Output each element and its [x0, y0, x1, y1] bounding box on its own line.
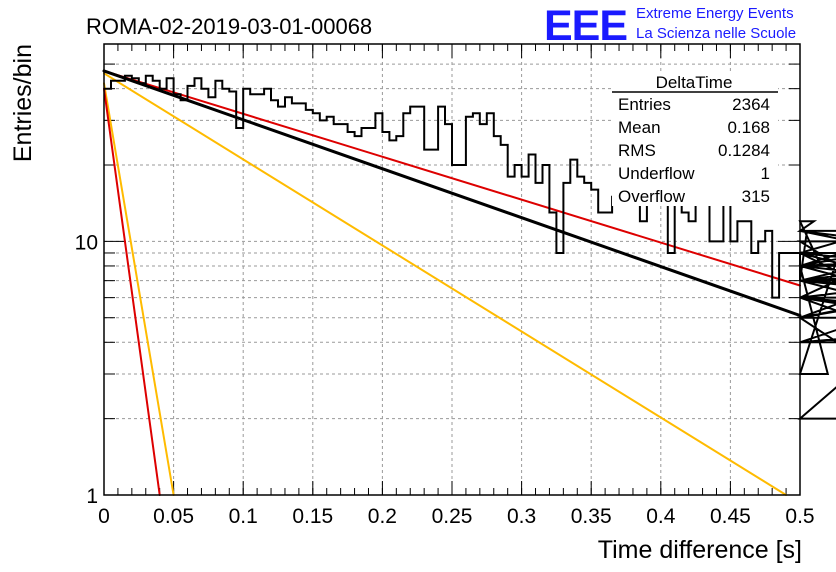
stats-label: RMS: [618, 141, 656, 160]
x-tick-label: 0: [98, 505, 110, 528]
x-tick-label: 0.15: [292, 505, 333, 528]
y-tick-labels: 1 10: [75, 231, 98, 508]
stats-value: 0.1284: [718, 141, 770, 160]
stats-box-bg: [612, 72, 778, 206]
logo-subtitle-1: Extreme Energy Events: [636, 5, 794, 22]
grid-lines: [104, 43, 800, 495]
x-tick-label: 0.5: [785, 505, 814, 528]
x-tick-label: 0.25: [432, 505, 473, 528]
y-tick-label: 1: [86, 485, 98, 508]
stats-label: Mean: [618, 118, 661, 137]
fit-curve: [102, 69, 802, 317]
x-tick-label: 0.3: [507, 505, 536, 528]
plot-frame: [103, 43, 801, 496]
logo-subtitle-2: La Scienza nelle Scuole: [636, 25, 796, 42]
run-title: ROMA-02-2019-03-01-00068: [86, 14, 372, 39]
x-tick-label: 0.2: [368, 505, 397, 528]
fit-curve: [103, 69, 801, 287]
stats-value: 0.168: [727, 118, 770, 137]
x-tick-label: 0.05: [153, 505, 194, 528]
x-tick-label: 0.1: [229, 505, 258, 528]
x-tick-label: 0.4: [646, 505, 676, 528]
y-axis-label: Entries/bin: [9, 44, 37, 162]
y-tick-label: 10: [75, 231, 98, 254]
stats-label: Entries: [618, 95, 671, 114]
stats-rows: Entries 2364 Mean 0.168 RMS 0.1284 Underflow 1 O…: [618, 95, 770, 206]
stats-label: Overflow: [618, 187, 686, 206]
eee-logo-text: EEE: [544, 2, 627, 50]
fit-curve: [103, 82, 175, 496]
stats-label: Underflow: [618, 164, 695, 183]
stats-box: DeltaTime Entries 2364 Mean 0.168 RMS 0.1284 U…: [612, 72, 778, 206]
stats-value: 315: [742, 187, 770, 206]
x-axis-label: Time difference [s]: [598, 536, 802, 564]
x-tick-labels: 0 0.05 0.1 0.15 0.2 0.25 0.3 0.35 0.4 0.45 0.5: [98, 505, 814, 528]
stats-value: 1: [761, 164, 770, 183]
fit-curves: [102, 69, 802, 496]
x-tick-label: 0.35: [571, 505, 612, 528]
fit-curve: [103, 72, 788, 496]
x-tick-label: 0.45: [710, 505, 751, 528]
fit-curve: [103, 87, 161, 496]
axis-ticks: [103, 43, 801, 496]
stats-title: DeltaTime: [656, 73, 733, 92]
stats-value: 2364: [732, 95, 770, 114]
